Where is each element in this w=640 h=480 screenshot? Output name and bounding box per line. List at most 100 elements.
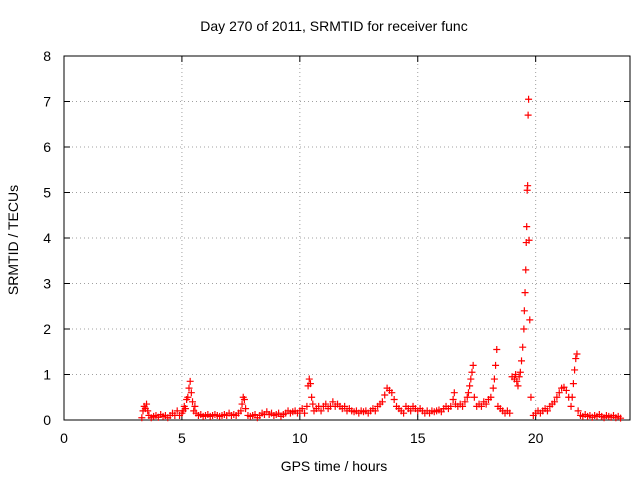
data-point — [519, 343, 527, 351]
data-point — [390, 396, 398, 404]
x-tick-label: 5 — [178, 430, 186, 446]
x-tick-label: 15 — [410, 430, 426, 446]
data-point — [514, 382, 522, 390]
data-point — [301, 409, 309, 417]
data-point — [477, 402, 485, 410]
data-point — [518, 357, 526, 365]
axis-ticks: 0 5 10 15 20 0 1 2 3 4 5 6 7 8 — [43, 48, 630, 446]
data-point — [298, 405, 306, 413]
data-point — [305, 375, 313, 383]
grid-lines — [64, 56, 630, 420]
data-point — [489, 384, 497, 392]
data-point — [464, 389, 472, 397]
data-point — [329, 398, 337, 406]
data-point — [490, 375, 498, 383]
data-point — [467, 375, 475, 383]
data-point — [143, 400, 151, 408]
data-point — [407, 407, 415, 415]
data-point — [526, 316, 534, 324]
data-point — [513, 377, 521, 385]
data-point — [516, 368, 524, 376]
data-point — [463, 393, 471, 401]
y-tick-label: 4 — [43, 230, 51, 246]
x-axis-label: GPS time / hours — [281, 458, 388, 474]
y-tick-label: 2 — [43, 321, 51, 337]
y-axis-label: SRMTID / TECUs — [5, 185, 21, 295]
data-point — [317, 407, 325, 415]
data-point — [447, 402, 455, 410]
chart-title: Day 270 of 2011, SRMTID for receiver fun… — [200, 18, 467, 34]
data-point — [144, 407, 152, 415]
data-point — [543, 407, 551, 415]
data-point — [378, 398, 386, 406]
data-point — [524, 111, 532, 119]
y-tick-label: 7 — [43, 94, 51, 110]
y-tick-label: 3 — [43, 276, 51, 292]
data-point — [173, 407, 181, 415]
data-point — [574, 407, 582, 415]
data-point — [506, 409, 514, 417]
data-point — [138, 414, 146, 422]
y-tick-label: 6 — [43, 139, 51, 155]
data-point — [461, 398, 469, 406]
data-point — [189, 398, 197, 406]
data-point — [569, 380, 577, 388]
data-point — [470, 393, 478, 401]
data-point — [381, 391, 389, 399]
data-point — [562, 386, 570, 394]
data-point — [617, 414, 625, 422]
data-point — [450, 389, 458, 397]
data-point — [571, 366, 579, 374]
data-point — [482, 400, 490, 408]
data-point — [525, 236, 533, 244]
data-point — [524, 182, 532, 190]
x-tick-label: 0 — [60, 430, 68, 446]
data-point — [567, 402, 575, 410]
data-point — [238, 400, 246, 408]
data-point — [520, 325, 528, 333]
data-point — [308, 393, 316, 401]
data-point — [242, 405, 250, 413]
data-point — [551, 398, 559, 406]
data-point — [469, 361, 477, 369]
data-point — [303, 402, 311, 410]
data-point — [492, 361, 500, 369]
x-tick-label: 10 — [292, 430, 308, 446]
data-point — [400, 409, 408, 417]
y-tick-label: 1 — [43, 367, 51, 383]
data-point — [186, 377, 194, 385]
data-point — [306, 380, 314, 388]
data-point — [468, 368, 476, 376]
data-point — [573, 350, 581, 358]
data-point — [309, 400, 317, 408]
data-point — [527, 393, 535, 401]
data-point — [523, 223, 531, 231]
data-point — [487, 393, 495, 401]
data-point — [553, 393, 561, 401]
data-point — [512, 371, 520, 378]
data-point — [568, 393, 576, 401]
data-point — [184, 393, 192, 401]
data-point — [187, 389, 195, 397]
data-point — [185, 384, 193, 392]
data-point — [466, 382, 474, 390]
data-point — [341, 402, 349, 410]
data-point — [240, 396, 248, 404]
y-tick-label: 5 — [43, 185, 51, 201]
data-point — [522, 266, 530, 274]
data-point — [237, 407, 245, 415]
data-point — [493, 345, 501, 353]
data-point — [371, 407, 379, 415]
data-point — [449, 396, 457, 404]
data-point — [515, 373, 523, 381]
data-point — [388, 389, 396, 397]
data-point — [525, 95, 533, 103]
data-point — [191, 402, 199, 410]
y-tick-label: 8 — [43, 48, 51, 64]
data-point — [181, 405, 189, 413]
data-point — [459, 402, 467, 410]
data-point — [521, 289, 529, 297]
x-tick-label: 20 — [528, 430, 544, 446]
data-point — [322, 400, 330, 408]
